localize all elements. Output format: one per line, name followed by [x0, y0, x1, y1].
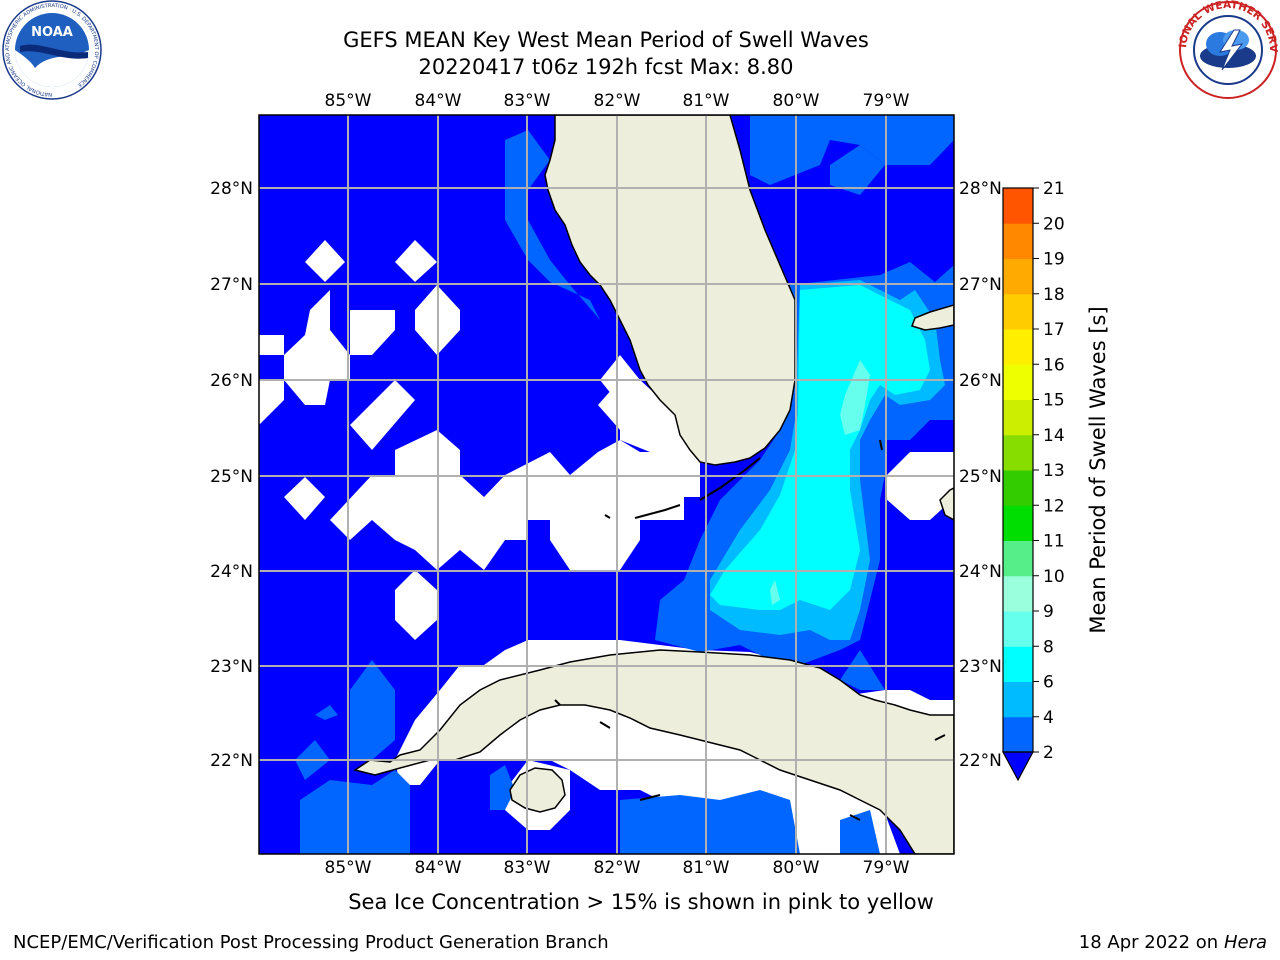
colorbar-segment [1003, 293, 1033, 330]
colorbar-segment [1003, 258, 1033, 295]
colorbar-tick-label: 18 [1043, 285, 1065, 305]
lon-label: 79°W [863, 91, 910, 111]
footer-host: Hera [1223, 932, 1267, 953]
lon-label: 84°W [415, 91, 462, 111]
andros-land [939, 487, 954, 521]
colorbar-tick-label: 17 [1043, 320, 1065, 340]
colorbar-segment [1003, 575, 1033, 612]
colorbar-tick-label: 16 [1043, 355, 1065, 375]
colorbar-tick-label: 2 [1043, 743, 1054, 763]
colorbar-segments [1003, 188, 1033, 753]
colorbar-segment [1003, 646, 1033, 682]
lat-label: 24°N [959, 562, 1002, 582]
colorbar-tick-label: 4 [1043, 708, 1054, 728]
colorbar-segment [1003, 399, 1033, 436]
colorbar-tick-label: 10 [1043, 567, 1065, 587]
lon-label: 81°W [683, 858, 730, 878]
lat-label: 25°N [959, 467, 1002, 487]
colorbar-tick-label: 20 [1043, 214, 1065, 234]
lon-label: 81°W [683, 91, 730, 111]
map-plot-area [259, 115, 954, 854]
map-subtitle: 20220417 t06z 192h fcst Max: 8.80 [418, 55, 794, 79]
lat-label: 28°N [959, 179, 1002, 199]
footer-date-text: 18 Apr 2022 on [1078, 932, 1224, 953]
colorbar-segment [1003, 434, 1033, 471]
isla-de-la-juventud-land [509, 767, 566, 813]
lon-label: 82°W [594, 858, 641, 878]
colorbar-tick-label: 21 [1043, 179, 1065, 199]
lon-label: 82°W [594, 91, 641, 111]
colorbar-tick-label: 13 [1043, 461, 1065, 481]
lat-label: 23°N [959, 657, 1002, 677]
lon-label: 83°W [504, 91, 551, 111]
colorbar-tick-label: 11 [1043, 532, 1065, 552]
lon-label: 80°W [773, 858, 820, 878]
lon-labels-top: 85°W 84°W 83°W 82°W 81°W 80°W 79°W [325, 91, 910, 111]
colorbar-label: Mean Period of Swell Waves [s] [1086, 306, 1110, 633]
lon-label: 85°W [325, 858, 372, 878]
colorbar-segment [1003, 681, 1033, 718]
colorbar-tick-label: 9 [1043, 602, 1054, 622]
lat-labels-right: 28°N 27°N 26°N 25°N 24°N 23°N 22°N [959, 179, 1002, 771]
bahamas-land [911, 304, 954, 331]
colorbar-tick-label: 6 [1043, 673, 1054, 693]
lat-label: 24°N [210, 562, 253, 582]
sea-ice-caption: Sea Ice Concentration > 15% is shown in … [348, 890, 934, 914]
nws-logo: NATIONAL WEATHER SERVICE [1176, 0, 1279, 99]
lat-label: 27°N [959, 275, 1002, 295]
colorbar-segment [1003, 223, 1033, 259]
colorbar: 2 4 6 8 9 10 11 12 13 14 15 16 17 18 19 20 21 Mean Perio… [1001, 179, 1110, 782]
footer-credit: NCEP/EMC/Verification Post Processing Pr… [13, 932, 609, 953]
keys-and-islets [554, 439, 946, 821]
colorbar-segment [1003, 470, 1033, 506]
colorbar-tick-label: 19 [1043, 250, 1065, 270]
svg-text:NOAA: NOAA [31, 25, 73, 40]
lat-label: 27°N [210, 275, 253, 295]
lon-label: 79°W [863, 858, 910, 878]
lat-label: 25°N [210, 467, 253, 487]
lat-label: 22°N [959, 751, 1002, 771]
colorbar-segment [1003, 188, 1033, 224]
colorbar-segment [1003, 716, 1033, 753]
lon-label: 80°W [773, 91, 820, 111]
colorbar-tick-label: 15 [1043, 391, 1065, 411]
swell-band-8-9s [770, 360, 870, 605]
lat-label: 22°N [210, 751, 253, 771]
cuba-land [353, 649, 954, 854]
swell-band-6-8s [710, 285, 930, 610]
colorbar-segment [1003, 611, 1033, 647]
lon-label: 84°W [415, 858, 462, 878]
colorbar-tick-label: 14 [1043, 426, 1065, 446]
colorbar-segment [1003, 505, 1033, 541]
lat-labels-left: 28°N 27°N 26°N 25°N 24°N 23°N 22°N [210, 179, 253, 771]
map-title: GEFS MEAN Key West Mean Period of Swell … [343, 28, 869, 52]
colorbar-segment [1003, 329, 1033, 365]
graticule [259, 115, 954, 854]
noaa-logo: NOAA NATIONAL OCEANIC AND ATMOSPHERIC AD… [2, 0, 102, 100]
land [353, 115, 954, 854]
florida-land [544, 115, 796, 466]
colorbar-segment [1003, 540, 1033, 577]
colorbar-under-triangle [1001, 751, 1035, 782]
colorbar-tick-label: 12 [1043, 496, 1065, 516]
lon-label: 83°W [504, 858, 551, 878]
lat-label: 26°N [959, 371, 1002, 391]
colorbar-tick-label: 8 [1043, 637, 1054, 657]
lat-label: 28°N [210, 179, 253, 199]
colorbar-ticks: 2 4 6 8 9 10 11 12 13 14 15 16 17 18 19 20 21 [1033, 179, 1065, 763]
lon-label: 85°W [325, 91, 372, 111]
colorbar-segment [1003, 364, 1033, 400]
map-frame [258, 114, 955, 855]
footer-date: 18 Apr 2022 on Hera [1079, 932, 1267, 953]
lon-labels-bottom: 85°W 84°W 83°W 82°W 81°W 80°W 79°W [325, 858, 910, 878]
lat-label: 26°N [210, 371, 253, 391]
lat-label: 23°N [210, 657, 253, 677]
